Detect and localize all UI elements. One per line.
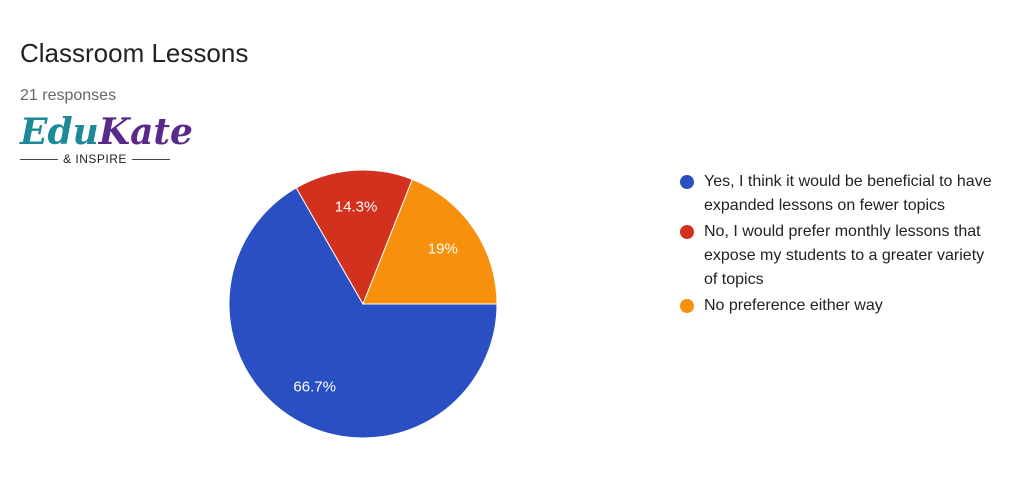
chart-subtitle: 21 responses (20, 87, 117, 104)
chart-title: Classroom Lessons (20, 38, 249, 68)
pie-slice (295, 169, 413, 306)
legend-label: Yes, I think it would be beneficial to h… (704, 173, 992, 214)
logo-word: EduKate (20, 111, 193, 153)
slice-label: 14.3% (335, 199, 378, 216)
slice-label: 66.7% (293, 378, 336, 395)
tagline-text: & INSPIRE (63, 152, 127, 166)
legend-item: Yes, I think it would be beneficial to h… (680, 170, 1000, 218)
legend-swatch (680, 299, 694, 313)
slice-label: 19% (428, 241, 458, 258)
logo: EduKate & INSPIRE (20, 111, 193, 166)
logo-part: Kate (98, 111, 193, 153)
logo-part: Edu (20, 111, 99, 153)
legend-item: No, I would prefer monthly lessons that … (680, 220, 1000, 292)
legend-swatch (680, 225, 694, 239)
pie-slice (362, 178, 498, 305)
legend-label: No preference either way (704, 297, 883, 314)
legend-swatch (680, 175, 694, 189)
logo-tagline: & INSPIRE (20, 152, 171, 166)
pie-slice (228, 187, 498, 439)
legend-item: No preference either way (680, 294, 1000, 318)
legend-label: No, I would prefer monthly lessons that … (704, 223, 985, 288)
legend: Yes, I think it would be beneficial to h… (680, 170, 1000, 320)
